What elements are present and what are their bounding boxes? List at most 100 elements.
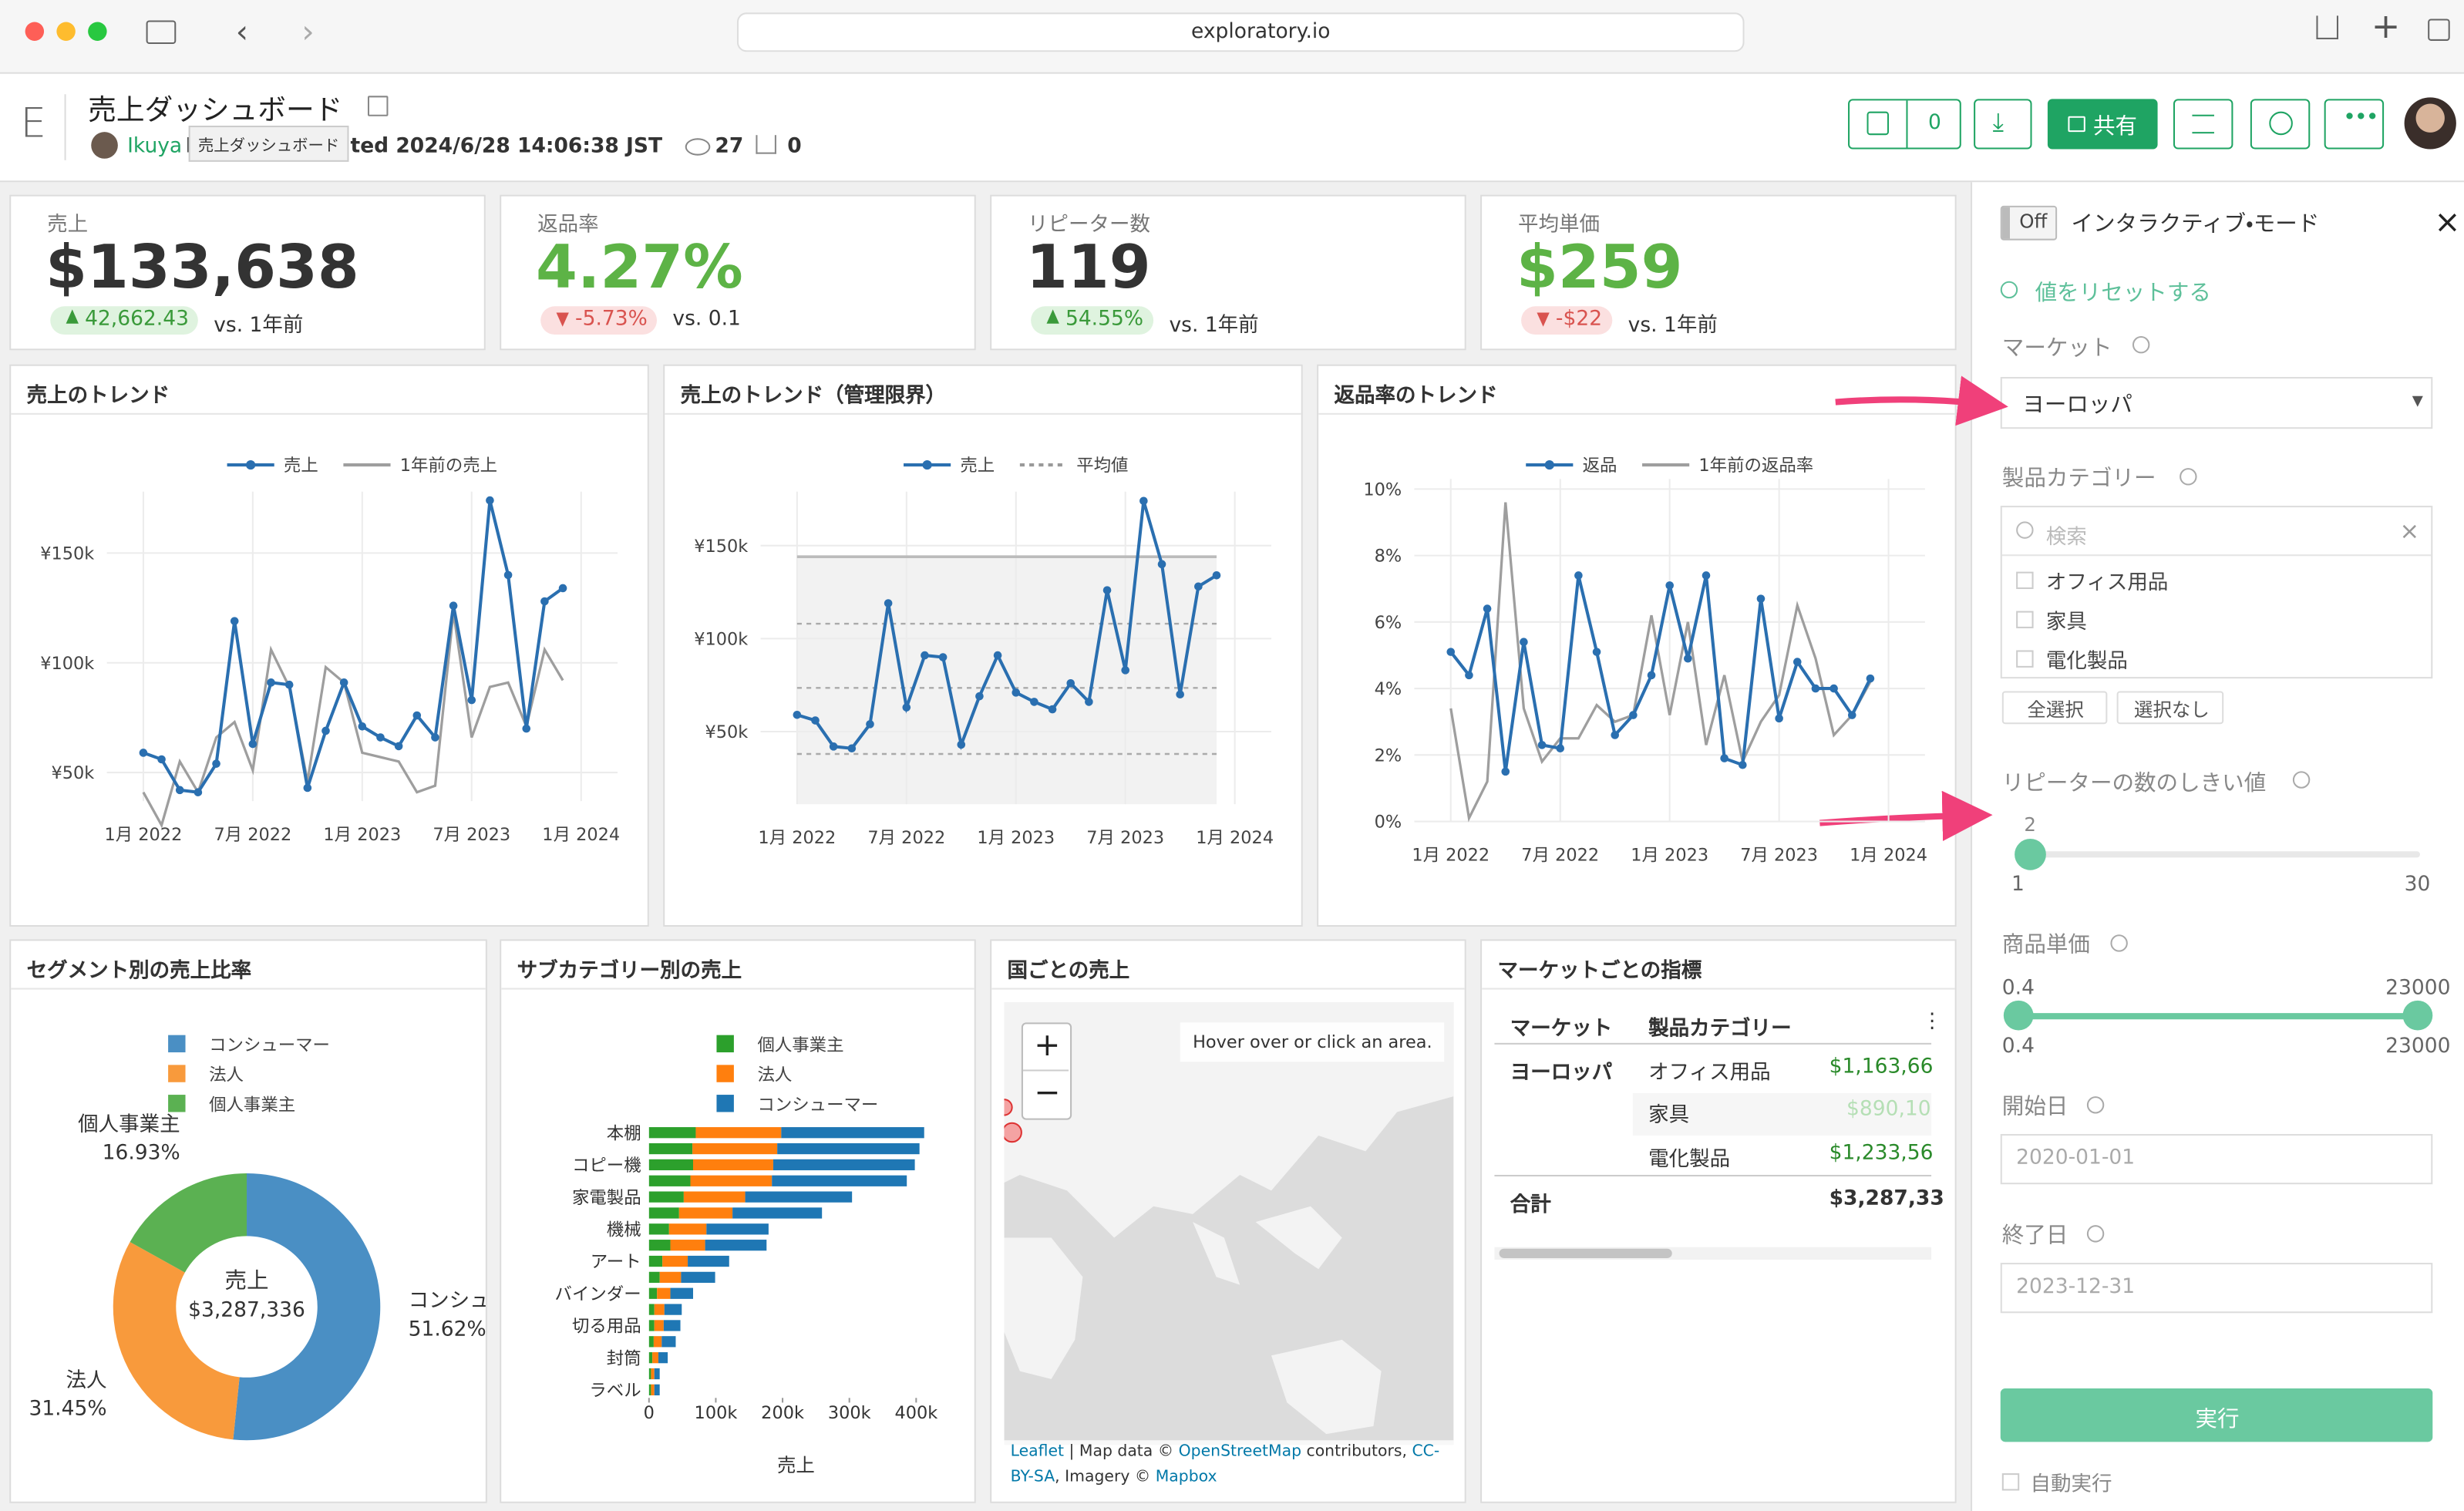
- chart-panel: セグメント別の売上比率: [9, 939, 487, 1503]
- forward-icon[interactable]: ›: [301, 12, 315, 51]
- map[interactable]: [1004, 1001, 1454, 1445]
- map-region[interactable]: [1004, 1099, 1013, 1116]
- zoom-in[interactable]: +: [1034, 1025, 1061, 1064]
- reset[interactable]: 値をリセットする: [2035, 281, 2211, 307]
- history-button[interactable]: [2250, 99, 2311, 150]
- link[interactable]: Leaflet: [1010, 1443, 1065, 1461]
- kpi-value: 119: [1026, 232, 1151, 302]
- field-label: 商品単価: [2001, 933, 2090, 958]
- kpi-arrow: [66, 309, 79, 324]
- range-handle[interactable]: [2402, 1000, 2433, 1031]
- col-menu[interactable]: ⋮: [1921, 1010, 1943, 1034]
- map-land: [1193, 1206, 1342, 1285]
- table-title: マーケットごとの指標: [1497, 959, 1702, 984]
- reset-icon[interactable]: [2086, 1096, 2105, 1114]
- dashboard-title: 売上ダッシュボード: [88, 94, 343, 128]
- minimize-dot[interactable]: [56, 22, 76, 41]
- settings-button[interactable]: [2173, 99, 2233, 150]
- zoom-out[interactable]: −: [1034, 1072, 1061, 1111]
- kpi-value: 4.27%: [536, 232, 743, 302]
- field-label: マーケット: [2001, 336, 2112, 362]
- search-clear[interactable]: ×: [2399, 517, 2420, 545]
- reset-icon[interactable]: [2292, 771, 2311, 789]
- range-track: [2016, 1013, 2417, 1020]
- end-date[interactable]: [2000, 1263, 2433, 1314]
- likes: 0: [1927, 111, 1941, 136]
- logo[interactable]: E: [20, 100, 47, 148]
- option[interactable]: オフィス用品: [2045, 571, 2169, 596]
- tabs-icon[interactable]: [2428, 19, 2450, 41]
- slider-handle[interactable]: [2015, 838, 2046, 870]
- total-label: 合計: [1510, 1193, 1551, 1217]
- lock-icon: [2068, 116, 2085, 133]
- divider: [991, 988, 1465, 990]
- map-land: [1271, 1339, 1382, 1435]
- reset-icon[interactable]: [2086, 1225, 2105, 1243]
- mode-label: インタラクティブ・モード: [2071, 212, 2320, 237]
- checkbox: [2016, 650, 2034, 668]
- cell: 電化製品: [1648, 1148, 1731, 1172]
- chart-title: 返品率のトレンド: [1334, 385, 1498, 409]
- user-name[interactable]: Ikuya: [127, 135, 183, 159]
- like-button[interactable]: 0: [1848, 99, 1961, 150]
- field-label: 終了日: [2001, 1223, 2068, 1249]
- link[interactable]: CC-: [1412, 1443, 1440, 1461]
- divider: [665, 412, 1301, 415]
- share-icon[interactable]: [2316, 15, 2338, 39]
- sidebar-icon[interactable]: [146, 20, 177, 45]
- close[interactable]: ×: [2434, 202, 2461, 241]
- start-date[interactable]: [2000, 1134, 2433, 1185]
- zoom-dot[interactable]: [88, 22, 107, 41]
- map-land: [1004, 1237, 1083, 1379]
- share-button[interactable]: 共有: [2047, 99, 2158, 150]
- forks: 0: [787, 135, 802, 159]
- option[interactable]: 電化製品: [2045, 650, 2128, 675]
- chart-panel: 売上のトレンド: [9, 364, 649, 927]
- search[interactable]: 検索: [2045, 526, 2087, 550]
- run-button[interactable]: [2000, 1388, 2433, 1442]
- search-icon: [2016, 521, 2034, 539]
- avatar[interactable]: [2404, 97, 2456, 150]
- reset-icon[interactable]: [2132, 336, 2150, 354]
- toggle-label: Off: [2019, 210, 2048, 233]
- field-label: リピーターの数のしきい値: [2001, 771, 2267, 796]
- link[interactable]: OpenStreetMap: [1178, 1443, 1302, 1461]
- divider: [1318, 412, 1955, 415]
- slider-track: [2016, 851, 2420, 858]
- chart-panel: 返品率のトレンド: [1317, 364, 1957, 927]
- toggle[interactable]: [2000, 205, 2058, 241]
- select-none-button[interactable]: [2116, 691, 2224, 725]
- back-icon[interactable]: ‹: [235, 12, 249, 51]
- download-button[interactable]: ⤓: [1974, 99, 2032, 150]
- reset-icon[interactable]: [2000, 281, 2018, 299]
- divider: [11, 412, 648, 415]
- checkbox[interactable]: [2001, 1473, 2020, 1491]
- slider-max: 30: [2404, 873, 2431, 897]
- market-select[interactable]: [2000, 376, 2433, 429]
- link[interactable]: Mapbox: [1155, 1468, 1217, 1486]
- download-icon: ⤓: [1992, 106, 2004, 137]
- range-handle[interactable]: [2003, 1000, 2034, 1031]
- url: exploratory.io: [1191, 20, 1331, 45]
- reset-icon[interactable]: [2110, 934, 2128, 952]
- chart-panel: 売上のトレンド（管理限界）: [663, 364, 1303, 927]
- more-button[interactable]: •••: [2324, 99, 2385, 150]
- edit-icon[interactable]: [367, 96, 389, 116]
- new-tab-icon[interactable]: +: [2371, 8, 2401, 48]
- range-max: 23000: [2385, 1035, 2451, 1059]
- url-bar[interactable]: [736, 12, 1745, 52]
- reset-icon[interactable]: [2180, 468, 2197, 486]
- close-dot[interactable]: [25, 22, 45, 41]
- kpi-arrow: [1537, 312, 1550, 327]
- divider: [1482, 988, 1955, 990]
- cell: $890,10: [1846, 1098, 1931, 1122]
- select-all-button[interactable]: [2001, 691, 2108, 725]
- table-panel: マーケットごとの指標 マーケット 製品カテゴリー ⋮ ヨーロッパ オフィス用品 …: [1480, 939, 1957, 1503]
- link[interactable]: BY-SA: [1010, 1468, 1055, 1486]
- category-list: [2000, 506, 2433, 679]
- scrollbar[interactable]: [1499, 1248, 1672, 1258]
- option[interactable]: 家具: [2045, 611, 2087, 635]
- total-value: $3,287,33: [1829, 1187, 1944, 1211]
- map-region[interactable]: [1004, 1122, 1022, 1143]
